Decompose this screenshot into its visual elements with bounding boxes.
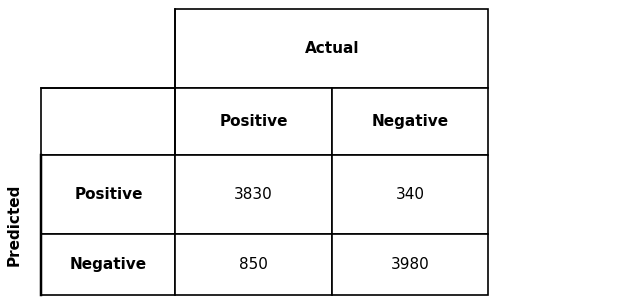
Text: Actual: Actual — [304, 41, 359, 56]
Bar — [41, 155, 175, 234]
Bar — [41, 234, 175, 295]
Text: Negative: Negative — [70, 257, 147, 272]
Bar — [175, 9, 488, 88]
Bar — [332, 155, 488, 234]
Text: 3830: 3830 — [234, 187, 273, 202]
Text: 340: 340 — [396, 187, 424, 202]
Bar — [175, 234, 332, 295]
Bar — [332, 88, 488, 155]
Text: 850: 850 — [239, 257, 268, 272]
Bar — [332, 234, 488, 295]
Text: Predicted: Predicted — [6, 184, 22, 266]
Bar — [175, 88, 332, 155]
Text: Positive: Positive — [74, 187, 143, 202]
Text: 3980: 3980 — [390, 257, 429, 272]
Text: Positive: Positive — [219, 114, 288, 129]
Bar — [175, 155, 332, 234]
Bar — [41, 88, 175, 155]
Text: Negative: Negative — [371, 114, 449, 129]
